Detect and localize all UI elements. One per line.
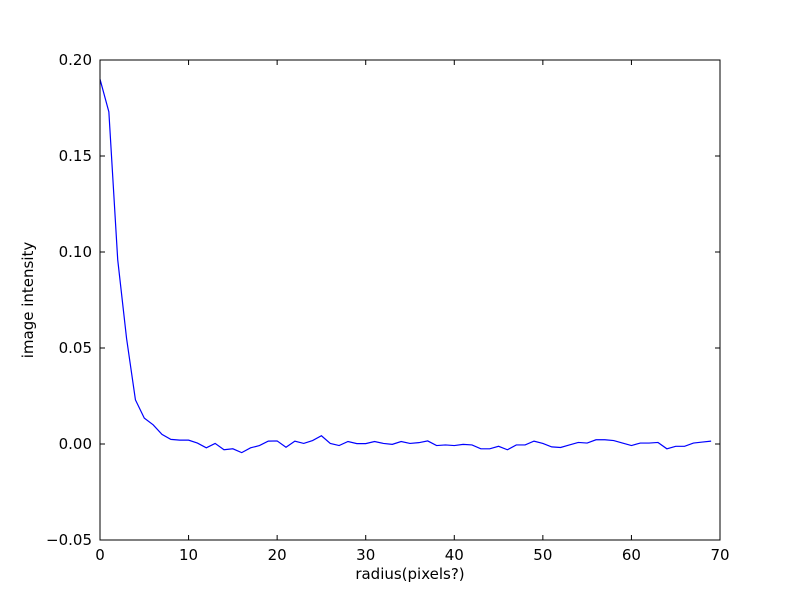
y-tick-label: 0.15: [59, 147, 92, 165]
y-axis-label: image intensity: [19, 242, 37, 359]
y-tick-label: −0.05: [46, 531, 92, 549]
y-tick-label: 0.10: [59, 243, 92, 261]
x-tick-label: 70: [710, 546, 729, 564]
y-tick-label: 0.00: [59, 435, 92, 453]
x-tick-label: 10: [179, 546, 198, 564]
x-tick-label: 60: [622, 546, 641, 564]
x-tick-label: 50: [533, 546, 552, 564]
x-tick-label: 20: [268, 546, 287, 564]
x-tick-label: 40: [445, 546, 464, 564]
series-line: [99, 79, 712, 454]
y-tick-label: 0.05: [59, 339, 92, 357]
plot-area: [100, 60, 720, 540]
x-tick-label: 0: [95, 546, 105, 564]
y-tick-label: 0.20: [59, 51, 92, 69]
plot-frame: [99, 59, 721, 541]
x-axis-label: radius(pixels?): [355, 565, 464, 583]
x-tick-label: 30: [356, 546, 375, 564]
